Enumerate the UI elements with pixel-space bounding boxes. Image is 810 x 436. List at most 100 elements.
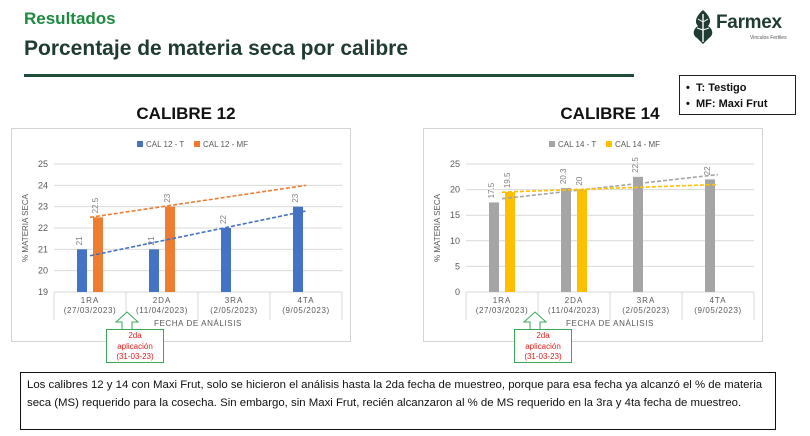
legend-label: CAL 12 - T [146,140,184,149]
callout-line: 2da [128,331,142,340]
legend-swatch [606,141,612,147]
x-tick-label: 4TA [297,296,314,305]
legend-label: CAL 14 - T [558,140,596,149]
chart-svg: 0 5 10 15 20 25 CAL 14 - T CAL 14 - MF 17.5 20.3 2… [433,140,755,328]
logo-tagline: Vinculos Fertiles [750,35,787,41]
bar [489,202,499,292]
y-tick-label: 25 [450,159,460,169]
y-tick-label: 24 [38,180,48,190]
x-tick-label: 3RA [225,296,244,305]
section-label: Resultados [24,9,116,28]
callout-line: (31-03-23) [116,352,154,361]
bullet: • [686,98,690,110]
bar [505,192,515,292]
x-tick-label: 1RA [81,296,100,305]
legend-swatch [194,141,200,147]
legend-text: MF: Maxi Frut [695,98,768,110]
bar [149,249,159,292]
logo-name: Farmex [716,12,782,33]
trendline [89,210,307,257]
y-axis-title: % MATERIA SECA [21,193,30,262]
data-label: 23 [291,193,300,202]
x-axis-title: FECHA DE ANÁLISIS [566,319,654,328]
x-tick-date: (11/04/2023) [136,306,188,315]
application-callout: 2da aplicación (31-03-23) [514,329,572,363]
bullet: • [686,82,690,94]
trendline [501,173,719,200]
x-tick-label: 1RA [493,296,512,305]
trendline [501,183,719,193]
data-label: 22 [703,166,712,175]
y-tick-label: 21 [38,244,48,254]
legend-label: CAL 12 - MF [203,140,248,149]
note-text: Los calibres 12 y 14 con Maxi Frut, solo… [27,379,763,409]
trendline [89,184,307,219]
y-axis-title: % MATERIA SECA [433,193,442,262]
callout-line: aplicación [117,341,153,351]
page-title: Porcentaje de materia seca por calibre [24,37,409,60]
x-tick-date: (2/05/2023) [622,306,670,315]
chart-calibre-14: 0 5 10 15 20 25 CAL 14 - T CAL 14 - MF 17.5 20.3 2… [423,128,763,342]
data-label: 22.5 [631,157,640,173]
chart-title-calibre-12: CALIBRE 12 [136,104,236,123]
up-arrow-icon [115,311,139,331]
x-tick-label: 2DA [153,296,172,305]
leaf-icon [693,10,713,44]
chart-svg: 19 20 21 22 23 24 25 CAL 12 - T CAL 12 - MF 21 21 2… [21,140,343,328]
up-arrow-icon [523,311,547,331]
data-label: 21 [147,236,156,245]
legend-label: CAL 14 - MF [615,140,660,149]
legend-swatch [549,141,555,147]
x-axis-title: FECHA DE ANÁLISIS [154,319,242,328]
x-tick-label: 3RA [637,296,656,305]
bar [633,176,643,292]
data-label: 17.5 [487,182,496,198]
data-label: 22.5 [91,197,100,213]
data-label: 23 [163,193,172,202]
data-label: 22 [219,215,228,224]
callout-line: aplicación [525,341,561,351]
y-tick-label: 20 [450,185,460,195]
bar [705,179,715,292]
bar [165,206,175,292]
x-tick-date: (9/05/2023) [694,306,742,315]
farmex-logo: Farmex Vinculos Fertiles [692,6,804,48]
x-tick-date: (27/03/2023) [476,306,529,315]
application-callout: 2da aplicación (31-03-23) [106,329,164,363]
y-tick-label: 15 [450,210,460,220]
y-tick-label: 23 [38,202,48,212]
x-tick-label: 4TA [709,296,726,305]
legend-item: • T: Testigo [686,80,795,96]
y-tick-label: 0 [455,287,460,297]
callout-line: (31-03-23) [524,352,562,361]
x-tick-date: (27/03/2023) [64,306,117,315]
x-tick-label: 2DA [565,296,584,305]
x-tick-date: (11/04/2023) [548,306,600,315]
bar [221,228,231,292]
x-tick-date: (2/05/2023) [210,306,258,315]
y-tick-label: 19 [38,287,48,297]
legend-item: • MF: Maxi Frut [686,96,795,112]
data-label: 20 [575,176,584,185]
legend-swatch [137,141,143,147]
y-tick-label: 20 [38,266,48,276]
data-label: 19.5 [503,172,512,188]
data-label: 21 [75,236,84,245]
chart-calibre-12: 19 20 21 22 23 24 25 CAL 12 - T CAL 12 - MF 21 21 2… [11,128,351,342]
abbreviation-legend: • T: Testigo • MF: Maxi Frut [679,75,796,115]
y-tick-label: 25 [38,159,48,169]
bar [561,188,571,292]
bar [77,249,87,292]
x-tick-date: (9/05/2023) [282,306,330,315]
conclusion-note: Los calibres 12 y 14 con Maxi Frut, solo… [20,372,776,430]
title-divider [24,74,634,77]
callout-line: 2da [536,331,550,340]
y-tick-label: 22 [38,223,48,233]
y-tick-label: 10 [450,236,460,246]
data-label: 20.3 [559,168,568,184]
chart-title-calibre-14: CALIBRE 14 [560,104,660,123]
bar [577,189,587,292]
bar [293,206,303,292]
legend-text: T: Testigo [695,82,747,94]
y-tick-label: 5 [455,261,460,271]
